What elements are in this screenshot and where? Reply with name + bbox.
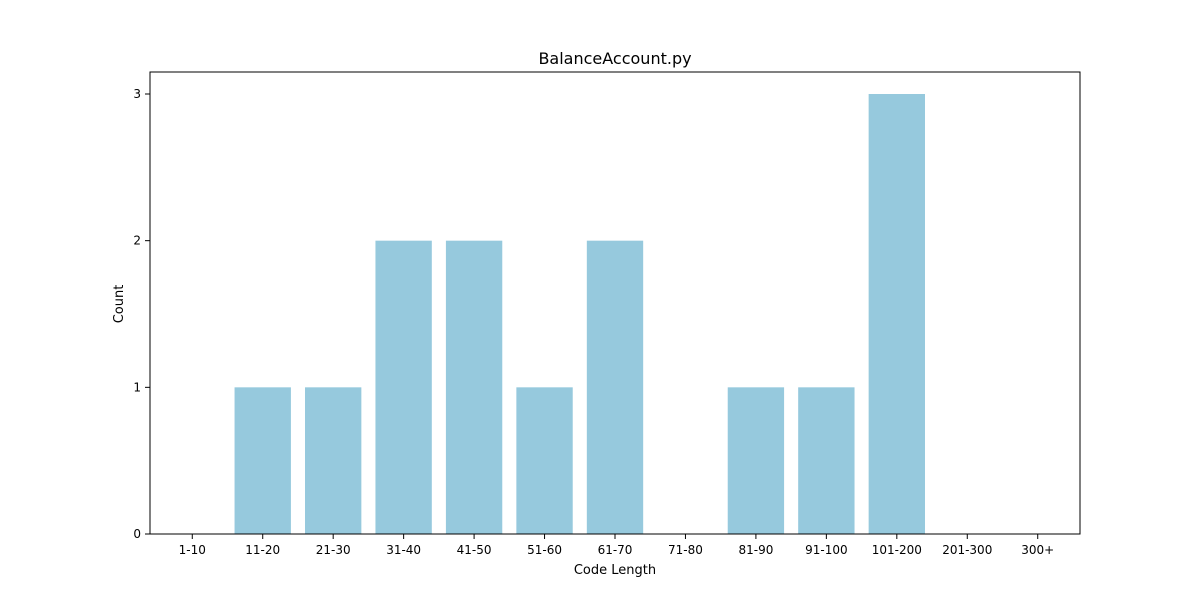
bar-21-30 [305, 387, 362, 534]
bar-91-100 [798, 387, 855, 534]
x-tick-label: 61-70 [598, 543, 633, 557]
bar-11-20 [234, 387, 291, 534]
y-axis: 0 1 2 3 [133, 87, 150, 541]
x-tick-label: 11-20 [245, 543, 280, 557]
x-axis: 1-10 11-20 21-30 31-40 41-50 51-60 61-70 71-80 8… [179, 534, 1054, 557]
y-tick-label: 2 [133, 234, 141, 248]
x-tick-label: 71-80 [668, 543, 703, 557]
plot-frame [149, 71, 1081, 535]
x-tick-label: 1-10 [179, 543, 206, 557]
x-tick-label: 21-30 [316, 543, 351, 557]
y-tick-label: 1 [133, 380, 141, 394]
x-tick-label: 41-50 [457, 543, 492, 557]
bars-group [234, 94, 925, 535]
y-tick-label: 3 [133, 87, 141, 101]
x-tick-label: 101-200 [872, 543, 922, 557]
x-tick-label: 31-40 [386, 543, 421, 557]
bar-61-70 [586, 240, 644, 535]
bar-101-200 [868, 94, 925, 534]
bar-31-40 [375, 240, 432, 535]
x-tick-label: 201-300 [942, 543, 992, 557]
y-axis-label: Count [112, 285, 127, 324]
y-tick-label: 0 [133, 527, 141, 541]
bar-81-90 [727, 387, 785, 534]
chart-title: BalanceAccount.py [538, 49, 691, 68]
bar-41-50 [445, 240, 503, 535]
x-tick-label: 300+ [1021, 543, 1054, 557]
x-tick-label: 91-100 [805, 543, 848, 557]
x-tick-label: 81-90 [738, 543, 773, 557]
x-axis-label: Code Length [574, 563, 656, 578]
x-tick-label: 51-60 [527, 543, 562, 557]
bar-51-60 [516, 387, 573, 534]
